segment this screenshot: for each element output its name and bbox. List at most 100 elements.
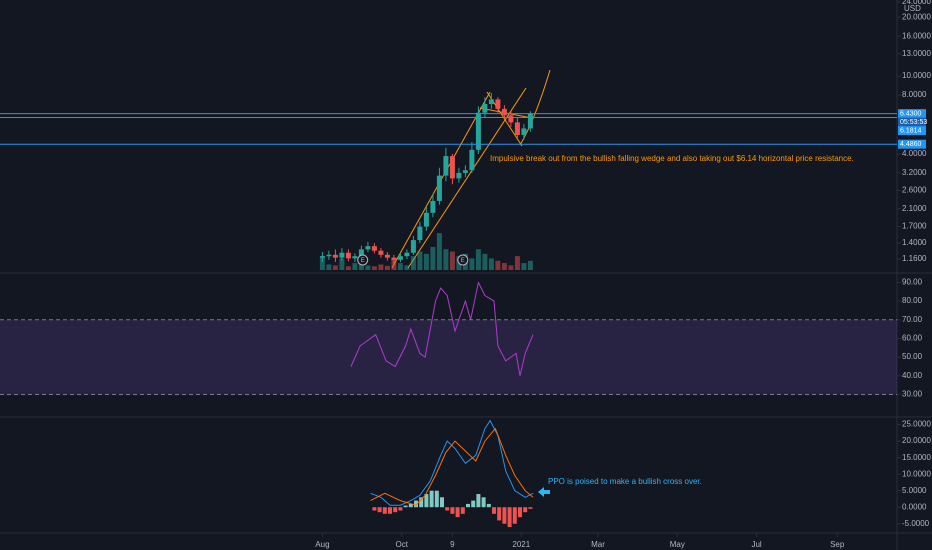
price-label: 6.4300 — [898, 109, 926, 119]
candle-body — [345, 252, 351, 259]
x-tick-label: 9 — [450, 540, 455, 549]
histogram-bar — [466, 503, 470, 508]
y-tick-label: 50.00 — [902, 352, 923, 361]
currency-label: USD — [904, 4, 921, 13]
y-tick-label: 16.0000 — [902, 31, 931, 40]
volume-bar — [319, 256, 325, 270]
price-label: 4.4860 — [898, 139, 926, 149]
y-tick-label: 20.0000 — [902, 436, 931, 445]
histogram-bar — [414, 500, 418, 508]
indicator-line — [370, 427, 534, 506]
y-tick-label: 20.0000 — [902, 12, 931, 21]
price-label: 6.1814 — [898, 126, 926, 136]
price-label-box — [898, 126, 926, 136]
x-tick-label: Oct — [395, 540, 408, 549]
histogram-bar — [419, 497, 424, 508]
y-tick-label: 1.7000 — [902, 222, 927, 231]
histogram-bar — [450, 507, 455, 514]
price-label-text: 6.1814 — [900, 127, 922, 134]
y-tick-label: 40.00 — [902, 371, 923, 380]
candle-body — [410, 240, 416, 253]
candle-body — [358, 249, 364, 257]
candle-body — [482, 104, 488, 113]
candle-body — [514, 122, 520, 135]
volume-bar — [514, 256, 520, 270]
y-tick-label: 2.1000 — [902, 204, 927, 213]
candle-body — [378, 250, 384, 255]
price-label-box — [898, 109, 926, 119]
x-tick-label: Sep — [830, 540, 845, 549]
event-marker — [457, 254, 469, 266]
histogram-bar — [434, 490, 439, 508]
candle-body — [436, 175, 442, 201]
rsi-band — [0, 319, 897, 395]
candle-body — [391, 257, 397, 260]
volume-bar — [391, 258, 397, 270]
volume-bar — [339, 258, 345, 270]
candle-body — [469, 149, 475, 171]
histogram-bar — [455, 507, 460, 518]
price-label-box — [898, 117, 926, 127]
candle-body — [508, 115, 514, 123]
y-tick-label: 25.0000 — [902, 420, 931, 429]
histogram-bar — [382, 507, 387, 514]
y-tick-label: 10.0000 — [902, 469, 931, 478]
histogram-bar — [388, 507, 392, 514]
y-tick-label: 30.00 — [902, 390, 923, 399]
x-tick-label: May — [670, 540, 685, 549]
volume-bar — [475, 249, 481, 270]
volume-bar — [488, 258, 494, 270]
volume-bar — [443, 249, 449, 270]
price-label-text: 4.4860 — [900, 141, 922, 148]
volume-bar — [378, 264, 384, 270]
y-tick-label: 70.00 — [902, 315, 923, 324]
volume-bar — [365, 265, 371, 270]
histogram-bar — [393, 507, 398, 513]
volume-bar — [371, 266, 377, 270]
candle-body — [488, 99, 494, 105]
candle-body — [352, 256, 358, 259]
candle-body — [449, 156, 455, 179]
y-tick-label: 0.0000 — [902, 502, 927, 511]
volume-bar — [501, 263, 507, 270]
candle-body — [462, 170, 468, 173]
event-label: E — [461, 258, 465, 264]
histogram-bar — [377, 507, 382, 513]
candle-body — [404, 252, 410, 257]
price-annotation: Impulsive break out from the bullish fal… — [490, 154, 854, 163]
volume-bar — [332, 265, 338, 270]
y-tick-label: 90.00 — [902, 278, 923, 287]
ppo-annotation: PPO is poised to make a bullish cross ov… — [548, 477, 702, 486]
x-tick-label: Jul — [751, 540, 761, 549]
volume-bar — [417, 251, 423, 270]
candle-body — [384, 254, 390, 258]
histogram-bar — [424, 494, 429, 508]
histogram-bar — [440, 497, 444, 508]
histogram-bar — [507, 507, 512, 528]
candle-body — [475, 112, 481, 150]
histogram-bar — [471, 500, 476, 508]
y-tick-label: 3.2000 — [902, 168, 927, 177]
y-tick-label: 13.0000 — [902, 49, 931, 58]
x-tick-label: 2021 — [512, 540, 530, 549]
volume-bar — [436, 233, 442, 270]
candle-body — [397, 256, 403, 260]
y-tick-label: 80.00 — [902, 296, 923, 305]
volume-bar — [449, 251, 455, 270]
volume-bar — [482, 253, 488, 270]
candle-body — [326, 254, 332, 257]
x-tick-label: Mar — [591, 540, 605, 549]
ppo-arrow — [538, 487, 550, 497]
histogram-bar — [497, 507, 502, 521]
candle-body — [501, 108, 507, 116]
y-tick-label: 8.0000 — [902, 90, 927, 99]
volume-bar — [469, 258, 475, 270]
histogram-bar — [486, 503, 491, 508]
histogram-bar — [528, 507, 533, 509]
volume-bar — [358, 260, 364, 270]
candle-body — [527, 114, 533, 129]
volume-bar — [410, 256, 416, 270]
y-tick-label: 5.0000 — [902, 486, 927, 495]
